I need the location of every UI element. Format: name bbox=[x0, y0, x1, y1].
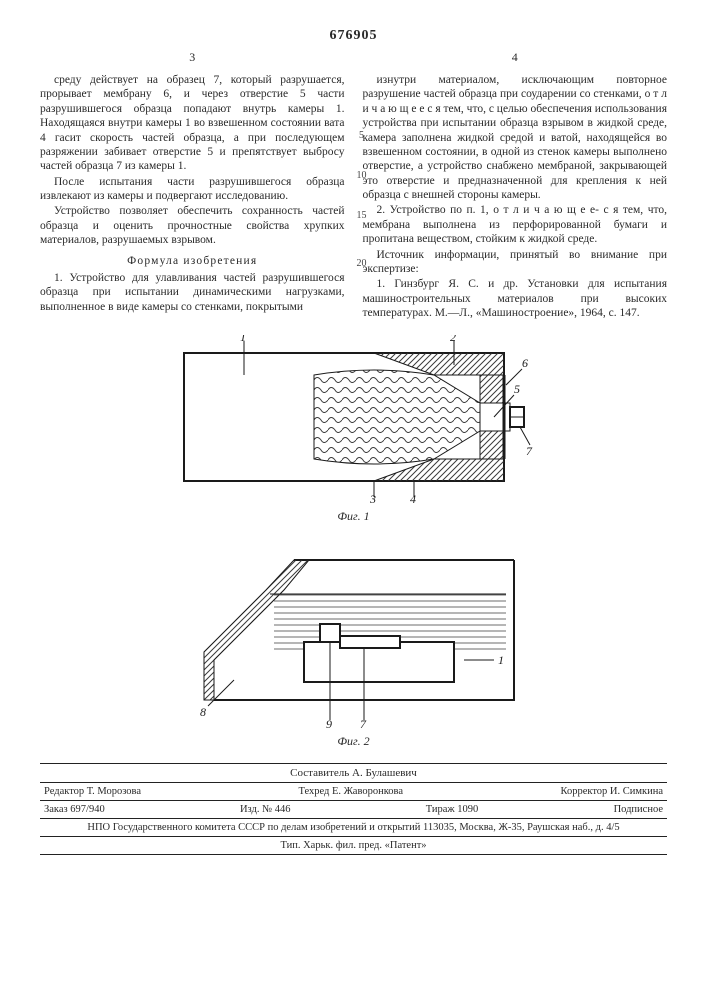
editor: Редактор Т. Морозова bbox=[44, 786, 141, 797]
text-columns: 3 среду действует на образец 7, который … bbox=[40, 50, 667, 321]
figure-2-svg: 1 7 9 8 bbox=[174, 550, 534, 730]
credits-block: Составитель А. Булашевич Редактор Т. Мор… bbox=[40, 763, 667, 855]
printer: Тип. Харьк. фил. пред. «Патент» bbox=[40, 836, 667, 855]
editors-row: Редактор Т. Морозова Техред Е. Жаворонко… bbox=[40, 782, 667, 800]
fig2-callout-9: 9 bbox=[326, 717, 332, 730]
tirazh: Тираж 1090 bbox=[426, 804, 479, 815]
left-p2: После испытания части разрушившегося обр… bbox=[40, 175, 345, 204]
line-num: 5 bbox=[354, 130, 370, 141]
order-row: Заказ 697/940 Изд. № 446 Тираж 1090 Подп… bbox=[40, 800, 667, 818]
fig1-callout-2: 2 bbox=[450, 335, 456, 344]
document-number: 676905 bbox=[40, 28, 667, 44]
fig1-callout-5: 5 bbox=[514, 382, 520, 396]
fig1-callout-7: 7 bbox=[526, 444, 533, 458]
right-p1: изнутри материалом, исключающим повторно… bbox=[363, 73, 668, 202]
compiler: Составитель А. Булашевич bbox=[40, 763, 667, 782]
corrector: Корректор И. Симкина bbox=[560, 786, 663, 797]
podpis: Подписное bbox=[614, 804, 663, 815]
left-col-number: 3 bbox=[40, 50, 345, 65]
figure-2: 1 7 9 8 Фиг. 2 bbox=[40, 550, 667, 749]
fig2-callout-1: 1 bbox=[498, 653, 504, 667]
right-p3: 1. Гинзбург Я. С. и др. Установки для ис… bbox=[363, 277, 668, 320]
address: НПО Государственного комитета СССР по де… bbox=[40, 818, 667, 836]
patent-page: 676905 3 среду действует на образец 7, к… bbox=[0, 0, 707, 1000]
line-num: 20 bbox=[354, 258, 370, 269]
figure-2-label: Фиг. 2 bbox=[40, 734, 667, 749]
fig1-callout-1: 1 bbox=[240, 335, 246, 344]
fig1-callout-4: 4 bbox=[410, 492, 416, 505]
left-p3: Устройство позволяет обеспечить сохранно… bbox=[40, 204, 345, 247]
izd: Изд. № 446 bbox=[240, 804, 291, 815]
fig1-callout-3: 3 bbox=[369, 492, 376, 505]
figures-block: 1 2 3 4 5 6 7 Фиг. 1 bbox=[40, 335, 667, 749]
right-col-number: 4 bbox=[363, 50, 668, 65]
order: Заказ 697/940 bbox=[44, 804, 105, 815]
techred: Техред Е. Жаворонкова bbox=[298, 786, 403, 797]
figure-1: 1 2 3 4 5 6 7 Фиг. 1 bbox=[40, 335, 667, 524]
fig1-callout-6: 6 bbox=[522, 356, 528, 370]
left-p4: 1. Устройство для улавливания частей раз… bbox=[40, 271, 345, 314]
left-column: 3 среду действует на образец 7, который … bbox=[40, 50, 345, 321]
fig2-callout-7: 7 bbox=[360, 717, 367, 730]
line-num: 10 bbox=[354, 170, 370, 181]
right-column: 4 изнутри материалом, исключающим повтор… bbox=[363, 50, 668, 321]
right-p2: 2. Устройство по п. 1, о т л и ч а ю щ е… bbox=[363, 203, 668, 246]
figure-1-svg: 1 2 3 4 5 6 7 bbox=[174, 335, 534, 505]
fig2-callout-8: 8 bbox=[200, 705, 206, 719]
left-p1: среду действует на образец 7, который ра… bbox=[40, 73, 345, 174]
source-title: Источник информации, принятый во внимани… bbox=[363, 248, 668, 277]
claims-title: Формула изобретения bbox=[40, 254, 345, 268]
figure-1-label: Фиг. 1 bbox=[40, 509, 667, 524]
line-num: 15 bbox=[354, 210, 370, 221]
